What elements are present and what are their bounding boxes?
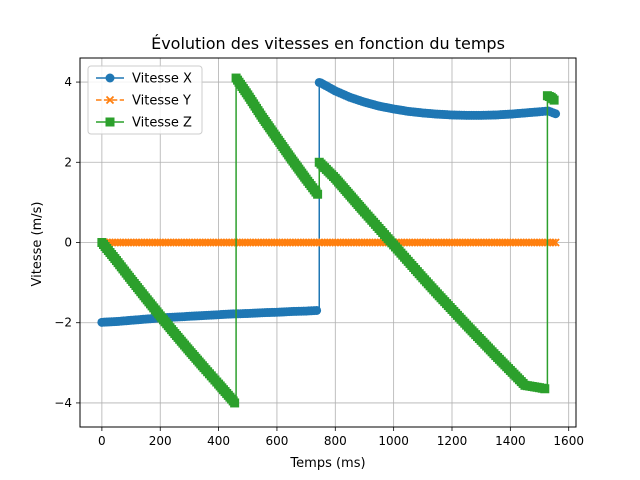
data-point	[312, 305, 322, 315]
data-point	[549, 95, 559, 105]
y-tick-label: 0	[64, 236, 72, 250]
legend-label: Vitesse X	[132, 72, 192, 87]
x-tick-label: 1000	[378, 434, 409, 448]
series-vitesse-x	[97, 77, 561, 327]
legend-entry: Vitesse X	[96, 72, 192, 87]
data-point	[551, 109, 561, 119]
chart-title: Évolution des vitesses en fonction du te…	[151, 34, 505, 53]
legend-marker	[105, 73, 115, 83]
y-tick-label: −2	[54, 316, 72, 330]
data-point	[313, 189, 323, 199]
x-tick-label: 1400	[495, 434, 526, 448]
x-tick-label: 400	[207, 434, 230, 448]
data-point	[551, 238, 560, 247]
series-markers	[97, 238, 560, 247]
x-tick-label: 0	[98, 434, 106, 448]
marker-stroke	[105, 95, 115, 105]
legend-label: Vitesse Y	[132, 94, 191, 109]
x-tick-label: 800	[324, 434, 347, 448]
series-vitesse-y	[97, 238, 560, 247]
data-point	[230, 398, 240, 408]
legend: Vitesse X Vitesse Y Vitesse Z	[87, 65, 203, 135]
series-layer	[97, 73, 561, 408]
x-axis-ticks: 0 200 400 600 800 1000 1200 1400 1600	[98, 427, 584, 448]
y-tick-label: −4	[54, 396, 72, 410]
data-point	[540, 384, 550, 394]
y-tick-label: 2	[64, 155, 72, 169]
x-tick-label: 1600	[553, 434, 584, 448]
y-axis-label: Vitesse (m/s)	[30, 202, 45, 287]
series-vitesse-z	[97, 73, 559, 408]
y-axis-ticks: −4 −2 0 2 4	[54, 75, 80, 410]
x-axis-label: Temps (ms)	[289, 456, 365, 471]
x-tick-label: 200	[149, 434, 172, 448]
legend-marker	[105, 117, 115, 127]
legend-entry: Vitesse Z	[96, 116, 192, 131]
legend-box	[87, 65, 203, 135]
x-tick-label: 1200	[437, 434, 468, 448]
x-tick-label: 600	[265, 434, 288, 448]
series-markers	[97, 73, 559, 408]
data-point	[548, 238, 558, 247]
series-markers	[97, 77, 561, 327]
marker-stroke	[548, 238, 558, 247]
legend-entry: Vitesse Y	[96, 94, 191, 109]
marker-stroke	[551, 238, 560, 247]
legend-marker	[105, 95, 115, 105]
y-tick-label: 4	[64, 75, 72, 89]
legend-label: Vitesse Z	[132, 116, 192, 131]
